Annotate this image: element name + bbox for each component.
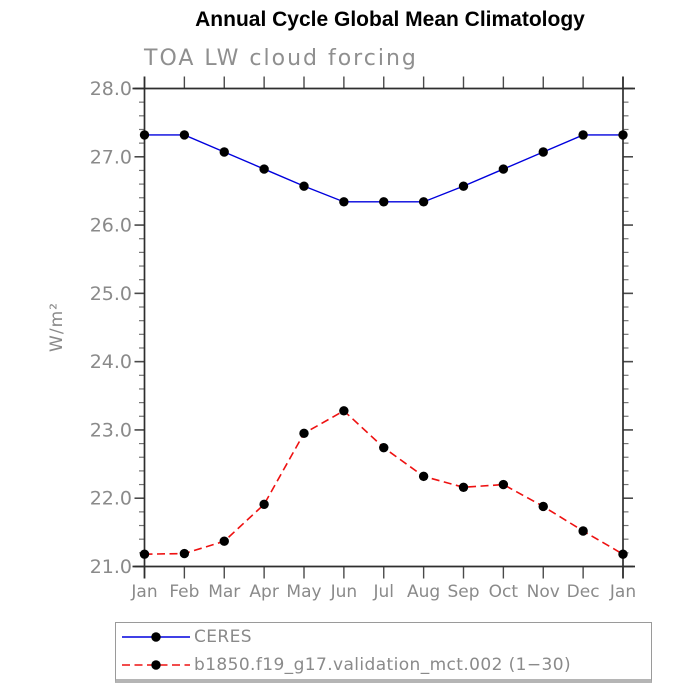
x-tick-label: Sep [447, 582, 479, 602]
data-point [578, 130, 588, 140]
legend-sample-model [122, 660, 190, 670]
model-marker-sample [151, 660, 161, 670]
x-tick-label: Oct [489, 582, 519, 602]
data-point [179, 130, 190, 140]
data-point [418, 471, 429, 482]
chart-subtitle: TOA LW cloud forcing [144, 46, 418, 71]
data-point [498, 164, 509, 174]
data-point [299, 428, 309, 439]
legend-box: CERES b1850.f19_g17.validation_mct.002 (… [115, 622, 652, 683]
data-point [259, 164, 269, 174]
data-point [418, 197, 429, 207]
plot-area: 21.0 22.0 23.0 24.0 25.0 26.0 27.0 28.0 Jan Feb Ma… [47, 76, 636, 602]
y-axis-label: W/m² [47, 302, 67, 352]
legend-item-model: b1850.f19_g17.validation_mct.002 (1−30) [120, 651, 651, 678]
y-tick-label: 26.0 [90, 215, 132, 237]
data-point [339, 197, 349, 207]
data-point [299, 181, 309, 191]
x-tick-label: Aug [407, 582, 440, 602]
data-point [618, 549, 628, 559]
data-point [379, 197, 389, 207]
x-tick-label: Nov [527, 582, 560, 602]
x-tick-label: May [286, 582, 321, 602]
data-point [379, 442, 389, 453]
data-point [219, 536, 229, 546]
data-point [259, 499, 269, 510]
legend-sample-ceres [122, 632, 190, 642]
y-tick-label: 22.0 [90, 488, 132, 510]
chart-title: Annual Cycle Global Mean Climatology [195, 8, 585, 31]
y-tick-label: 28.0 [90, 78, 132, 100]
legend-label-ceres: CERES [194, 627, 252, 648]
data-point [219, 147, 229, 157]
series-line-model [144, 409, 624, 556]
y-tick-label: 25.0 [90, 283, 132, 305]
data-point [179, 548, 190, 559]
ceres-marker-sample [151, 632, 161, 642]
legend-label-model: b1850.f19_g17.validation_mct.002 (1−30) [194, 654, 571, 675]
x-tick-label: Feb [169, 582, 199, 602]
y-tick-label: 21.0 [90, 556, 132, 578]
y-tick-label: 27.0 [90, 146, 132, 168]
data-point [458, 482, 469, 492]
data-point [498, 479, 509, 490]
x-tick-label: Jun [330, 582, 358, 602]
data-point [538, 501, 548, 512]
data-point [578, 526, 588, 536]
data-point [458, 181, 469, 191]
data-point [618, 130, 628, 140]
y-tick-label: 23.0 [90, 419, 132, 441]
x-tick-label: Jan [130, 582, 157, 602]
y-tick-label: 24.0 [90, 351, 132, 373]
data-point [139, 549, 150, 559]
data-point [538, 147, 548, 157]
x-tick-label: Jul [372, 582, 394, 602]
x-tick-label: Dec [567, 582, 600, 602]
series-line-ceres [144, 134, 623, 203]
x-tick-label: Mar [208, 582, 240, 602]
data-point [339, 406, 349, 416]
legend-item-ceres: CERES [120, 624, 651, 651]
x-tick-label: Jan [609, 582, 636, 602]
x-tick-label: Apr [249, 582, 278, 602]
data-point [139, 130, 150, 140]
